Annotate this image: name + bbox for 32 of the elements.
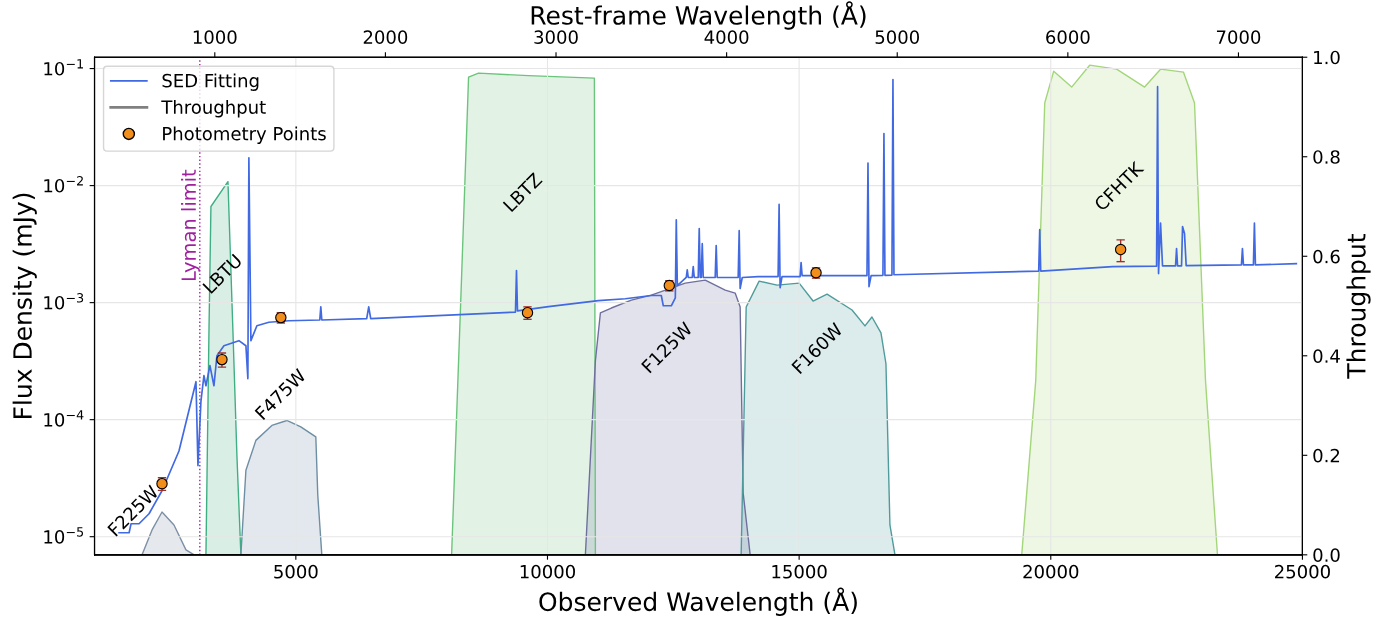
y2-tick-label: 0.8	[1313, 150, 1340, 164]
y2-tick-label: 0.6	[1313, 249, 1340, 264]
point	[1114, 243, 1127, 256]
x-tick-label: 5000	[274, 564, 318, 579]
annotation: Throughput	[161, 99, 266, 118]
y2-axis-title: Throughput	[1346, 234, 1371, 379]
x2-tick-label: 5000	[875, 30, 920, 44]
y-tick-label: 10$^{−4}$	[44, 410, 84, 427]
x-tick-label: 25000	[1275, 564, 1330, 579]
y2-tick-label: 0.2	[1313, 448, 1340, 463]
y-tick-label: 10$^{−5}$	[44, 527, 84, 544]
y-axis-title: Flux Density (mJy)	[12, 193, 37, 419]
y-tick-label: 10$^{−1}$	[44, 59, 83, 76]
y2-tick-label: 0.4	[1313, 349, 1340, 363]
y-tick-label: 10$^{−2}$	[44, 176, 83, 193]
x2-tick-label: 2000	[363, 30, 408, 44]
x2-axis-title: Rest-frame Wavelength (Å)	[531, 1, 866, 30]
x-tick-label: 10000	[520, 564, 576, 579]
ref-line-label: Lyman limit	[180, 169, 200, 281]
y-tick-label: 10$^{−3}$	[44, 293, 84, 310]
x-tick-label: 20000	[1023, 564, 1079, 579]
x-tick-label: 15000	[772, 564, 827, 579]
x-axis-title: Observed Wavelength (Å)	[539, 587, 857, 616]
x2-tick-label: 3000	[534, 30, 578, 44]
x2-tick-label: 6000	[1046, 30, 1090, 44]
x2-tick-label: 7000	[1216, 30, 1261, 44]
x2-tick-label: 1000	[193, 30, 237, 44]
x2-tick-label: 4000	[704, 30, 749, 44]
legend-label: Photometry Points	[163, 126, 326, 144]
y2-tick-label: 0.0	[1313, 548, 1340, 562]
y2-tick-label: 1.0	[1314, 50, 1340, 65]
legend-label: SED Fitting	[162, 73, 259, 91]
